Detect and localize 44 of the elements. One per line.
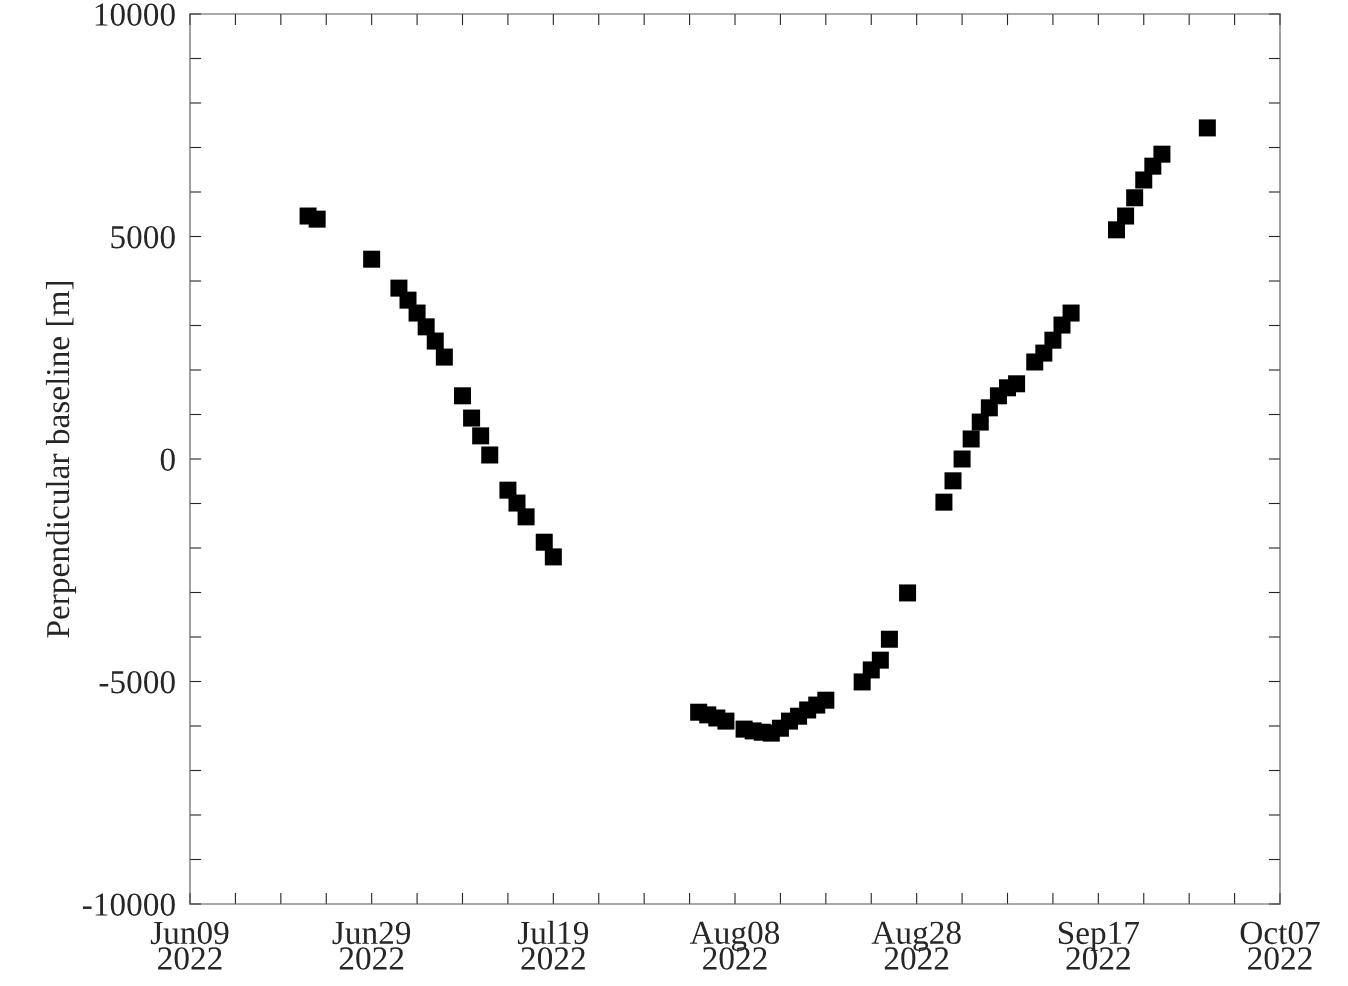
point [962,430,980,448]
point [1062,304,1080,322]
point [363,250,381,268]
y-tick-label: 10000 [95,3,175,26]
point [517,508,535,526]
point [899,584,917,602]
point [1117,207,1135,225]
point [944,472,962,490]
x-tick-label: Jun09 2022 [150,921,229,970]
point [426,332,444,350]
x-tick-label: Jun29 2022 [332,921,411,970]
point [817,691,835,709]
point [453,387,472,405]
point [871,651,889,669]
point [463,409,481,427]
point [1153,145,1171,163]
point [880,630,898,648]
x-tick-label: Aug08 2022 [689,921,780,970]
y-tick-label: 5000 [111,225,175,249]
point [971,413,989,431]
point [508,494,526,512]
point [953,450,971,468]
point [935,493,953,511]
point [1044,331,1062,349]
point [417,318,435,336]
y-axis-title: Perpendicular baseline [m] [45,281,77,638]
point [472,427,490,445]
point [481,446,499,464]
point [399,291,417,309]
y-tick-label: 0 [160,448,175,471]
point [1126,189,1144,207]
x-tick-label: Aug28 2022 [871,921,961,970]
point [308,210,326,228]
point [435,348,453,366]
x-tick-label: Sep17 2022 [1058,921,1140,970]
y-tick-label: -5000 [99,670,175,694]
point [1008,375,1026,393]
point [1198,119,1216,137]
point [717,712,735,730]
point [544,548,562,566]
y-tick-label: -10000 [82,893,175,916]
point [535,533,553,551]
x-tick-label: Jul19 2022 [517,920,589,970]
x-tick-label: Oct07 2022 [1240,921,1320,970]
